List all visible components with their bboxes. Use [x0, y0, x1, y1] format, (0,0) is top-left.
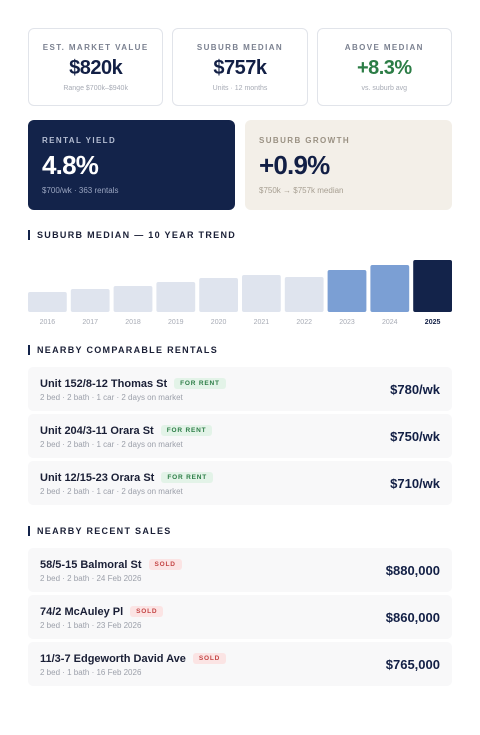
above-median-card: ABOVE MEDIAN +8.3% vs. suburb avg — [316, 28, 452, 106]
suburb-growth-label: SUBURB GROWTH — [259, 136, 351, 145]
sale-address: 58/5-15 Balmoral St — [40, 558, 142, 571]
trend-chart-svg: 2016 2017 2018 2019 2020 2021 2022 2023 2024 2025 — [28, 260, 452, 326]
rental-details: 2 bed · 2 bath · 1 car · 2 days on marke… — [40, 440, 183, 449]
rental-details: 2 bed · 2 bath · 1 car · 2 days on marke… — [40, 393, 183, 402]
stat-sub: vs. suburb avg — [361, 85, 408, 92]
rental-address: Unit 12/15-23 Orara St — [40, 471, 155, 484]
sale-price: $860,000 — [385, 610, 440, 625]
suburb-growth-value: +0.9% — [259, 150, 330, 180]
stat-label: ABOVE MEDIAN — [344, 43, 424, 52]
rental-price: $710/wk — [390, 476, 440, 491]
trend-bar-2024 — [370, 265, 410, 312]
rental-title: Unit 12/15-23 Orara St FOR RENT — [40, 471, 440, 484]
sale-price: $765,000 — [385, 657, 440, 672]
stat-label: SUBURB MEDIAN — [196, 43, 284, 52]
trend-chart: 2016 2017 2018 2019 2020 2021 2022 2023 2024 2025 — [28, 250, 452, 330]
stat-sub: Units · 12 months — [212, 85, 268, 92]
rental-price: $780/wk — [390, 382, 440, 397]
trend-bar-2019 — [156, 282, 196, 312]
trend-bar-2025 — [413, 260, 452, 312]
for-rent-badge: FOR RENT — [160, 425, 213, 436]
sale-item[interactable]: 11/3-7 Edgeworth David Ave SOLD 2 bed · … — [28, 642, 452, 686]
rental-title: Unit 204/3-11 Orara St FOR RENT — [40, 424, 440, 437]
trend-tick-2021: 2021 — [254, 319, 270, 326]
trend-tick-2018: 2018 — [125, 319, 141, 326]
rental-title: Unit 152/8-12 Thomas St FOR RENT — [40, 377, 440, 390]
for-rent-badge: FOR RENT — [174, 378, 226, 389]
trend-tick-2022: 2022 — [296, 319, 312, 326]
rental-yield-value: 4.8% — [42, 150, 99, 180]
sold-badge: SOLD — [148, 559, 182, 570]
rental-address: Unit 152/8-12 Thomas St — [40, 377, 168, 390]
trend-tick-2023: 2023 — [339, 319, 355, 326]
sale-title: 58/5-15 Balmoral St SOLD — [40, 558, 440, 571]
sale-title: 11/3-7 Edgeworth David Ave SOLD — [40, 652, 440, 665]
sold-badge: SOLD — [192, 653, 227, 664]
sales-list: 58/5-15 Balmoral St SOLD 2 bed · 2 bath … — [28, 548, 452, 689]
suburb-growth-card: SUBURB GROWTH +0.9% $750k → $757k median — [245, 120, 452, 210]
market-value-card: EST. MARKET VALUE $820k Range $700k–$940… — [28, 28, 164, 106]
stat-value: $820k — [69, 57, 123, 79]
for-rent-badge: FOR RENT — [161, 472, 213, 483]
sale-details: 2 bed · 1 bath · 16 Feb 2026 — [40, 668, 142, 677]
trend-tick-2020: 2020 — [211, 319, 227, 326]
sale-price: $880,000 — [385, 563, 440, 578]
rental-price: $750/wk — [390, 429, 440, 444]
trend-tick-2016: 2016 — [40, 319, 56, 326]
rentals-list: Unit 152/8-12 Thomas St FOR RENT 2 bed ·… — [28, 367, 452, 508]
sale-item[interactable]: 58/5-15 Balmoral St SOLD 2 bed · 2 bath … — [28, 548, 452, 592]
trend-bar-2016 — [28, 292, 67, 312]
rental-item[interactable]: Unit 152/8-12 Thomas St FOR RENT 2 bed ·… — [28, 367, 452, 411]
rental-item[interactable]: Unit 12/15-23 Orara St FOR RENT 2 bed · … — [28, 461, 452, 505]
trend-tick-2017: 2017 — [82, 319, 98, 326]
trend-bar-2017 — [70, 289, 110, 312]
trend-bar-2020 — [199, 278, 238, 312]
rental-details: 2 bed · 2 bath · 1 car · 2 days on marke… — [40, 487, 183, 496]
trend-section-title: SUBURB MEDIAN — 10 YEAR TREND — [28, 230, 236, 240]
rental-yield-card: RENTAL YIELD 4.8% $700/wk · 363 rentals — [28, 120, 235, 210]
sale-details: 2 bed · 1 bath · 23 Feb 2026 — [40, 621, 142, 630]
trend-bar-2023 — [327, 270, 367, 312]
sale-title: 74/2 McAuley Pl SOLD — [40, 605, 440, 618]
rental-address: Unit 204/3-11 Orara St — [40, 424, 154, 437]
trend-bar-2018 — [113, 286, 153, 312]
trend-tick-2025: 2025 — [425, 319, 441, 326]
sales-section-title: NEARBY RECENT SALES — [28, 526, 172, 536]
trend-bar-2022 — [284, 277, 324, 312]
sale-address: 74/2 McAuley Pl — [40, 605, 124, 618]
rentals-section-title: NEARBY COMPARABLE RENTALS — [28, 345, 218, 355]
rental-item[interactable]: Unit 204/3-11 Orara St FOR RENT 2 bed · … — [28, 414, 452, 458]
stat-sub: Range $700k–$940k — [63, 85, 128, 92]
sale-details: 2 bed · 2 bath · 24 Feb 2026 — [40, 574, 142, 583]
stat-value: $757k — [213, 57, 267, 79]
rental-yield-label: RENTAL YIELD — [42, 136, 117, 145]
stat-label: EST. MARKET VALUE — [42, 43, 149, 52]
sale-address: 11/3-7 Edgeworth David Ave — [40, 652, 186, 665]
trend-tick-2019: 2019 — [168, 319, 184, 326]
stat-value: +8.3% — [356, 57, 412, 79]
sold-badge: SOLD — [130, 606, 164, 617]
market-stats: EST. MARKET VALUE $820k Range $700k–$940… — [28, 28, 452, 106]
sale-item[interactable]: 74/2 McAuley Pl SOLD 2 bed · 1 bath · 23… — [28, 595, 452, 639]
suburb-growth-sub: $750k → $757k median — [259, 186, 344, 195]
trend-bar-2021 — [242, 275, 281, 312]
yield-growth-row: RENTAL YIELD 4.8% $700/wk · 363 rentals … — [28, 120, 452, 210]
suburb-median-card: SUBURB MEDIAN $757k Units · 12 months — [172, 28, 308, 106]
trend-tick-2024: 2024 — [382, 319, 398, 326]
rental-yield-sub: $700/wk · 363 rentals — [42, 186, 119, 195]
